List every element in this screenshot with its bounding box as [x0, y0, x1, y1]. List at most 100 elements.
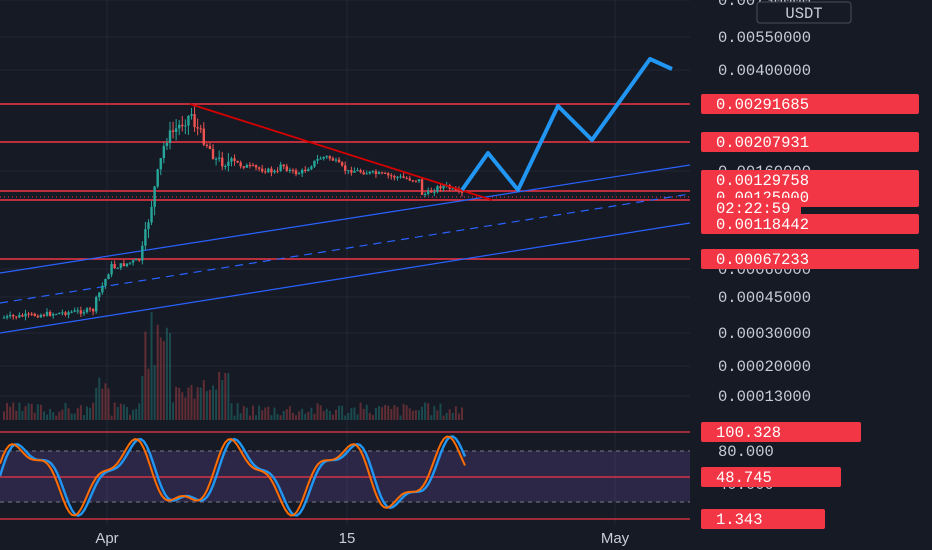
candle-body: [95, 297, 98, 312]
volume-bar: [187, 387, 190, 420]
volume-bar: [202, 380, 205, 420]
volume-bar: [334, 409, 337, 420]
volume-bar: [344, 415, 347, 420]
oscillator-d-line: [0, 435, 466, 517]
volume-bar: [301, 408, 304, 420]
candle-body: [347, 170, 350, 172]
volume-bar: [107, 388, 110, 420]
candle-body: [393, 175, 396, 178]
candle-body: [76, 310, 79, 312]
volume-bar: [135, 408, 138, 420]
horizontal-levels: [0, 103, 690, 260]
projection-path: [460, 57, 673, 192]
candle-body: [245, 164, 249, 168]
candle-body: [368, 171, 371, 174]
volume-bar: [374, 407, 377, 420]
volume-bar: [61, 409, 64, 420]
oscillator-tag-label: 48.745: [716, 469, 772, 487]
candle-body: [187, 115, 190, 126]
candle-body: [337, 159, 341, 163]
candle-body: [405, 177, 408, 179]
candle-body: [353, 171, 356, 173]
candle-body: [451, 188, 454, 190]
candle-body: [128, 262, 132, 264]
candle-body: [48, 311, 52, 316]
time-axis[interactable]: Apr 15 May: [95, 530, 629, 547]
candle-body: [248, 164, 252, 166]
candle-body: [304, 169, 307, 172]
volume-bar: [122, 404, 125, 420]
candle-body: [310, 166, 313, 170]
candle-body: [33, 313, 36, 316]
volume-bar: [436, 410, 439, 420]
volume-bar: [73, 413, 76, 420]
candlesticks: [2, 106, 464, 321]
volume-bar: [33, 412, 36, 420]
volume-bar: [156, 324, 159, 420]
volume-bar: [110, 415, 113, 420]
candle-body: [64, 312, 67, 315]
volume-bar: [82, 415, 85, 420]
candle-body: [45, 311, 49, 316]
price-tag-label: 0.00118442: [716, 216, 809, 234]
volume-bar: [365, 404, 368, 420]
volume-bar: [442, 415, 445, 420]
candle-body: [101, 285, 104, 293]
volume-bar: [218, 371, 221, 420]
volume-bar: [42, 411, 45, 420]
candle-body: [313, 160, 316, 167]
candle-body: [153, 186, 156, 207]
volume-bar: [310, 407, 313, 420]
volume-bar: [24, 406, 27, 420]
price-tag-label: 0.00129758: [716, 172, 809, 190]
oscillator-tag-label: 1.343: [716, 511, 763, 529]
price-tag: [701, 214, 919, 234]
candle-body: [230, 158, 233, 162]
candle-body: [420, 179, 424, 195]
candle-body: [316, 158, 319, 161]
candle-body: [110, 263, 113, 275]
channel-upper: [0, 164, 691, 274]
volume-bar: [359, 402, 362, 420]
candle-body: [297, 173, 301, 175]
x-tick-label: 15: [339, 530, 356, 547]
volume-bars: [3, 312, 463, 420]
price-tag-label: 0.00207931: [716, 134, 809, 152]
candle-body: [436, 186, 439, 192]
oscillator-tag-label: 100.328: [716, 424, 781, 442]
candle-body: [138, 258, 141, 261]
descending-trendline: [189, 103, 493, 201]
candle-body: [107, 274, 110, 280]
candle-body: [55, 314, 58, 316]
candle-body: [141, 245, 144, 261]
volume-bar: [390, 409, 393, 420]
candle-body: [356, 170, 359, 172]
volume-bar: [129, 415, 132, 420]
volume-bar: [245, 407, 248, 420]
projection-zigzag: [460, 57, 673, 192]
currency-label: USDT: [785, 5, 822, 23]
volume-bar: [417, 410, 420, 420]
volume-bar: [58, 411, 61, 420]
candle-body: [178, 124, 181, 129]
price-tag-label: 0.00067233: [716, 251, 809, 269]
oscillator-tick-label: 80.000: [718, 443, 774, 461]
volume-bar: [439, 403, 442, 420]
candle-body: [36, 315, 40, 318]
volume-bar: [282, 410, 285, 420]
y-tick-label: 0.00045000: [718, 289, 811, 307]
candle-body: [125, 263, 129, 267]
candle-body: [374, 171, 378, 175]
volume-bar: [313, 413, 316, 420]
candle-body: [224, 166, 227, 168]
candle-body: [15, 316, 18, 318]
candle-body: [70, 311, 73, 313]
candle-body: [331, 158, 335, 161]
volume-bar: [36, 404, 39, 420]
candle-body: [396, 176, 399, 178]
candle-body: [150, 206, 153, 223]
volume-bar: [79, 405, 82, 420]
candle-body: [193, 114, 196, 128]
